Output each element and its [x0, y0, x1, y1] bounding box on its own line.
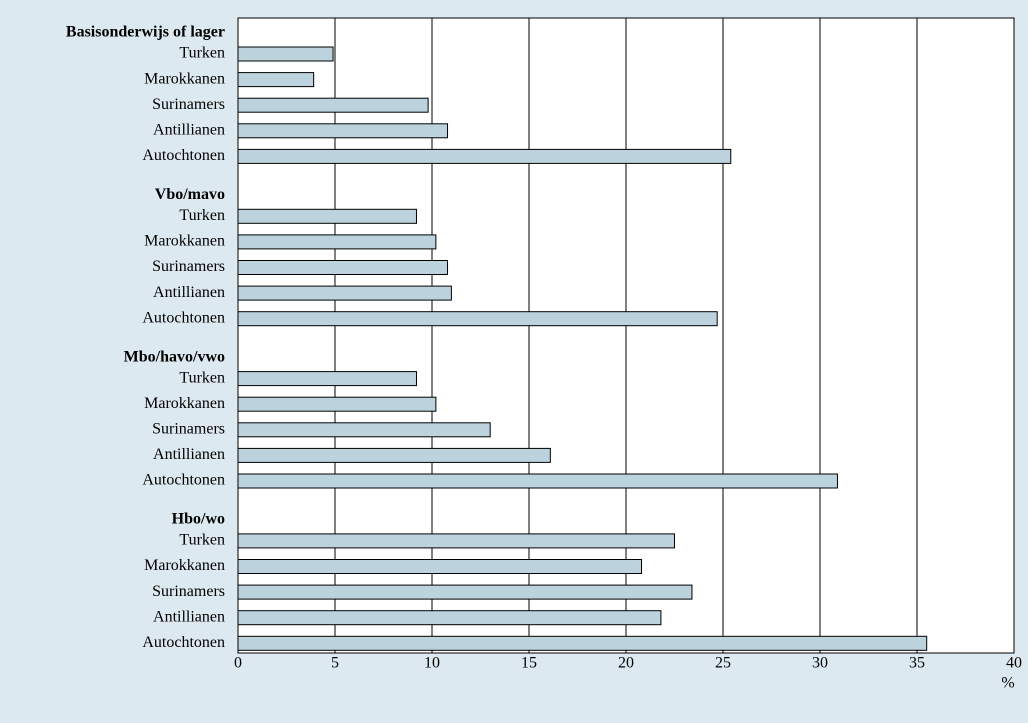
x-tick-label: 10 [424, 655, 440, 672]
x-tick-label: 30 [812, 655, 828, 672]
bar [237, 447, 551, 463]
category-label: Autochtonen [142, 147, 225, 164]
x-tick-label: 35 [909, 655, 925, 672]
x-tick-label: 20 [618, 655, 634, 672]
bar [237, 371, 417, 387]
x-axis-label: % [1001, 675, 1014, 692]
category-label: Antillianen [153, 121, 225, 138]
x-tick-label: 40 [1006, 655, 1022, 672]
x-tick-label: 5 [331, 655, 339, 672]
bar [237, 46, 334, 62]
bar [237, 422, 491, 438]
group-label: Hbo/wo [172, 511, 225, 528]
category-label: Turken [179, 45, 225, 62]
category-label: Autochtonen [142, 634, 225, 651]
bar [237, 260, 449, 275]
bar [237, 635, 928, 651]
bar [237, 123, 449, 139]
category-label: Marokkanen [144, 557, 225, 574]
bar [237, 610, 662, 626]
category-label: Antillianen [153, 446, 225, 463]
bar [237, 473, 838, 489]
category-label: Marokkanen [144, 395, 225, 412]
category-label: Autochtonen [142, 472, 225, 489]
bar [237, 208, 417, 224]
bar [237, 396, 437, 412]
x-tick-label: 25 [715, 655, 731, 672]
category-label: Marokkanen [144, 233, 225, 250]
bar [237, 533, 675, 549]
bar [237, 311, 718, 327]
x-tick-label: 15 [521, 655, 537, 672]
bar [237, 148, 732, 164]
category-label: Surinamers [152, 96, 225, 113]
category-label: Turken [179, 532, 225, 549]
bar [237, 234, 437, 250]
category-label: Surinamers [152, 420, 225, 437]
bar [237, 559, 643, 574]
bar [237, 584, 693, 600]
group-label: Mbo/havo/vwo [124, 348, 225, 365]
category-label: Antillianen [153, 284, 225, 301]
group-label: Basisonderwijs of lager [66, 24, 225, 41]
bar [237, 72, 315, 88]
category-label: Marokkanen [144, 70, 225, 87]
category-label: Autochtonen [142, 309, 225, 326]
bar [237, 97, 429, 113]
bar [237, 285, 452, 301]
category-label: Turken [179, 207, 225, 224]
x-tick-label: 0 [234, 655, 242, 672]
category-label: Turken [179, 369, 225, 386]
category-label: Surinamers [152, 258, 225, 275]
category-label: Antillianen [153, 608, 225, 625]
category-label: Surinamers [152, 583, 225, 600]
group-label: Vbo/mavo [155, 186, 225, 203]
